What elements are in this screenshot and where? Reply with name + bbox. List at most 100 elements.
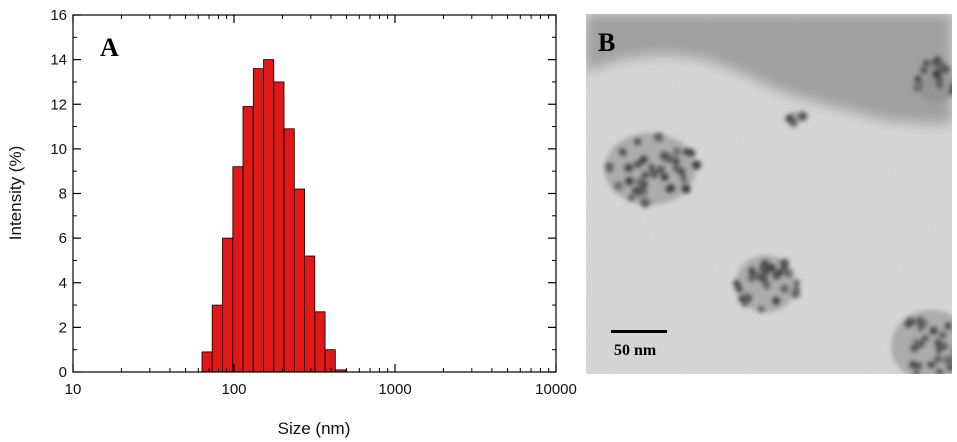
bar-3: [232, 166, 244, 373]
nanoparticle: [648, 164, 655, 171]
nanoparticle: [917, 318, 928, 328]
nanoparticle: [905, 317, 915, 327]
nanoparticle: [931, 58, 939, 67]
bar-6: [263, 59, 275, 373]
nanoparticle: [631, 187, 639, 194]
nanoparticle: [643, 198, 651, 205]
nanoparticle: [760, 259, 770, 269]
y-tick-label-3: 6: [59, 230, 67, 247]
nanoparticle: [915, 362, 923, 369]
nanoparticle: [649, 169, 659, 179]
nanoparticle: [932, 69, 942, 79]
panel-label-b: B: [598, 28, 616, 57]
nanoparticle: [666, 183, 676, 193]
nanoparticle: [929, 326, 938, 336]
nanoparticle: [938, 331, 947, 339]
nanoparticle: [912, 338, 920, 346]
nanoparticle: [926, 360, 935, 369]
nanoparticle: [624, 163, 634, 173]
nanoparticle: [936, 61, 946, 72]
panel-label-a: A: [100, 33, 119, 62]
nanoparticle: [936, 81, 944, 89]
nanoparticle: [628, 194, 635, 202]
nanoparticle: [677, 167, 686, 176]
nanoparticle: [793, 286, 801, 294]
bar-2: [222, 237, 234, 373]
y-tick-label-6: 12: [50, 96, 67, 113]
nanoparticle: [618, 148, 626, 155]
axes-group: [72, 14, 557, 373]
nanoparticle: [761, 267, 770, 277]
nanoparticle: [762, 281, 771, 290]
y-tick-label-8: 16: [50, 7, 67, 24]
nanoparticle: [691, 160, 702, 170]
nanoparticle: [780, 284, 789, 293]
nanoparticle: [639, 155, 648, 164]
nanoparticle: [641, 180, 649, 188]
nanoparticle: [946, 364, 952, 372]
nanoparticle: [605, 165, 614, 173]
nanoparticle: [779, 258, 789, 268]
nanoparticle-clusters: [604, 56, 952, 374]
x-tick-label-1: 100: [221, 381, 246, 398]
nanoparticle: [943, 355, 952, 365]
x-tick-label-2: 1000: [378, 381, 411, 398]
nanoparticle: [738, 295, 746, 303]
nanoparticle: [923, 59, 930, 67]
nanoparticle: [914, 75, 922, 82]
scale-bar-label: 50 nm: [614, 342, 657, 359]
nanoparticle: [681, 184, 691, 194]
bar-0: [201, 351, 213, 373]
x-tick-label-3: 10000: [535, 381, 577, 398]
nanoparticle: [672, 147, 681, 156]
x-tick-label-0: 10: [65, 381, 82, 398]
bar-7: [273, 81, 285, 373]
nanoparticle: [656, 165, 666, 175]
nanoparticle: [934, 338, 942, 347]
y-tick-label-4: 8: [59, 186, 67, 203]
nanoparticle: [935, 368, 944, 374]
scale-bar: [611, 330, 667, 333]
nanoparticle: [949, 82, 952, 90]
bar-5: [252, 68, 264, 373]
nanoparticle: [624, 176, 634, 186]
y-tick-label-2: 4: [59, 275, 67, 292]
nanoparticle: [664, 154, 673, 163]
bars-group: [201, 59, 346, 373]
nanoparticle: [760, 275, 769, 284]
x-axis-title: Size (nm): [278, 419, 351, 438]
nanoparticle: [771, 296, 781, 306]
nanoparticle: [758, 306, 765, 313]
bar-1: [211, 304, 223, 373]
nanoparticle: [613, 181, 623, 191]
y-axis-title: Intensity (%): [6, 146, 25, 240]
nanoparticle: [767, 263, 776, 273]
nanoparticle: [785, 114, 794, 123]
y-tick-label-5: 10: [50, 141, 67, 158]
nanoparticle: [634, 138, 642, 146]
tem-image-graphic: [586, 14, 952, 374]
nanoparticle: [671, 157, 681, 166]
nanoparticle: [655, 133, 664, 142]
nanoparticle: [772, 271, 780, 278]
y-tick-label-7: 14: [50, 52, 67, 69]
tem-micrograph: B 50 nm: [586, 14, 952, 374]
y-tick-label-0: 0: [59, 364, 67, 381]
nanoparticle: [686, 148, 694, 157]
bar-8: [283, 128, 295, 373]
nanoparticle: [680, 175, 688, 183]
nanoparticle: [732, 279, 741, 288]
nanoparticle: [660, 173, 669, 182]
bar-12: [324, 349, 336, 373]
nanoparticle: [935, 345, 943, 354]
nanoparticle: [922, 334, 929, 342]
bar-10: [304, 255, 316, 373]
nanoparticle: [793, 279, 800, 286]
nanoparticle: [909, 360, 917, 369]
bar-4: [242, 106, 254, 373]
bar-9: [293, 188, 305, 373]
nanoparticle: [920, 66, 928, 74]
bar-11: [314, 311, 326, 373]
nanoparticle: [641, 171, 649, 179]
nanoparticle: [948, 86, 952, 96]
